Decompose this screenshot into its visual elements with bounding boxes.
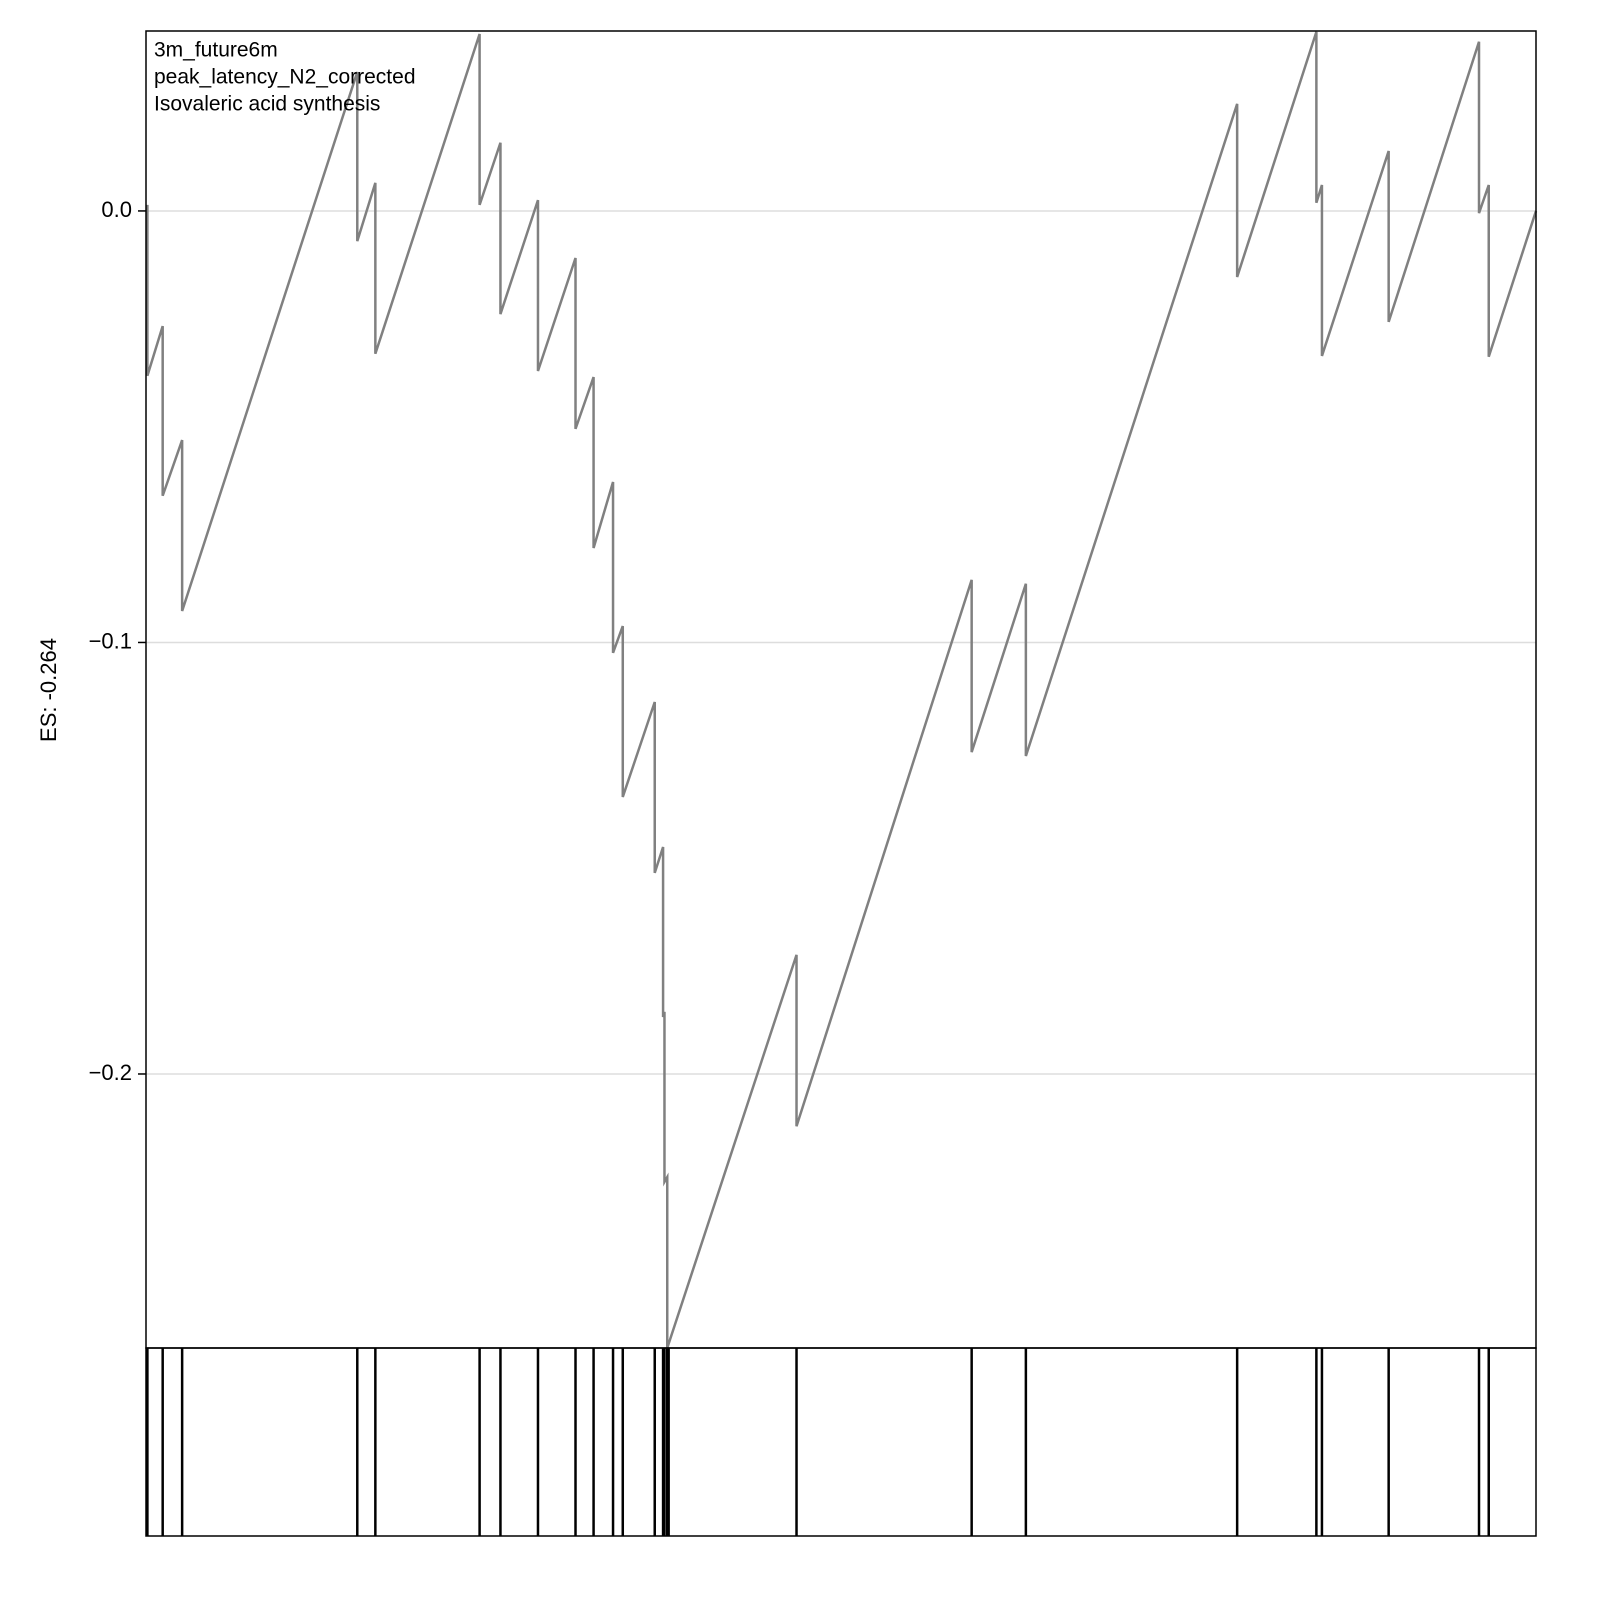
annotation: peak_latency_N2_corrected [154, 66, 416, 89]
plot-frame [145, 30, 1537, 1349]
y-axis-label: ES: -0.264 [36, 638, 61, 742]
annotation: 3m_future6m [154, 39, 278, 62]
y-tick-label: −0.2 [89, 1060, 132, 1085]
annotation: Isovaleric acid synthesis [154, 93, 380, 116]
y-tick-label: −0.1 [89, 628, 132, 653]
es-line [146, 31, 1538, 1349]
y-tick-label: 0.0 [101, 197, 132, 222]
hits-frame [145, 1347, 1537, 1537]
